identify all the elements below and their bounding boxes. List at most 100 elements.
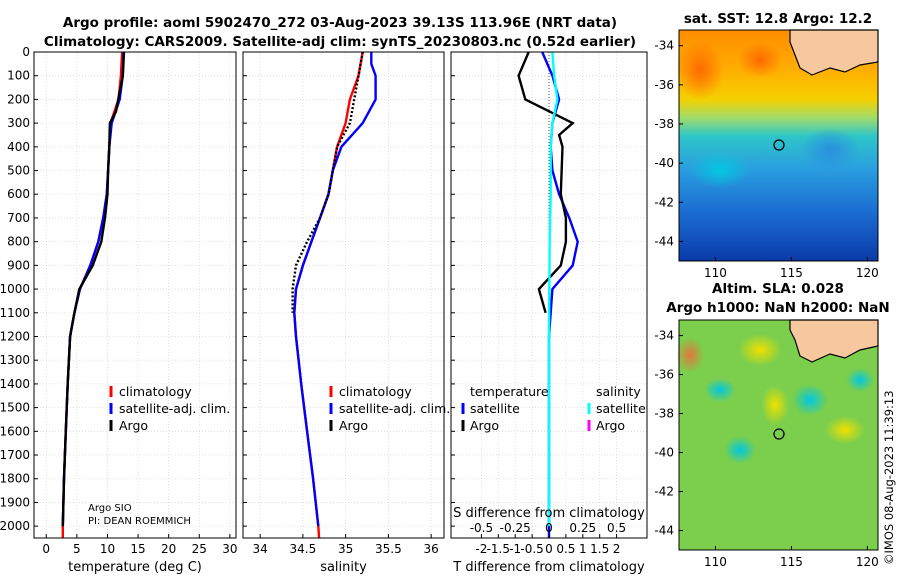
panel-frame [33, 51, 237, 539]
sla-map-title1: Altim. SLA: 0.028 [712, 281, 844, 297]
salinity-diff-axis-label: S difference from climatology [453, 506, 645, 521]
y-tick-label: 1100 [0, 306, 30, 320]
sst-warm-patch [676, 40, 724, 100]
salinity-axis-label: salinity [320, 560, 367, 575]
legend-temperature-header: temperature [470, 384, 549, 399]
x-tick-label: 1.5 [590, 542, 609, 556]
series-line-temperature-argo [517, 51, 575, 314]
x-tick-label: -1 [509, 542, 521, 556]
x2-tick-label: 0.25 [569, 521, 596, 535]
sla-low-patch [724, 436, 756, 464]
sst-map: -34 -36 -38 -40 -42 -44 110 115 120 [654, 29, 879, 280]
temperature-panel: 0100200300400500600700800900100011001200… [0, 45, 238, 575]
map-lat-label: -44 [654, 234, 674, 248]
x-tick-label: 15 [130, 542, 145, 556]
sst-cool-patch [690, 152, 750, 188]
sst-cool-patch [800, 128, 860, 172]
legend-satellite-label: satellite-adj. clim. [339, 401, 450, 416]
x2-tick-label: -0.5 [470, 521, 493, 535]
panel-frame [242, 51, 445, 539]
map-lat-label: -34 [654, 39, 674, 53]
map-lon-label: 110 [704, 555, 727, 569]
x2-tick-label: 0 [545, 521, 553, 535]
sla-argo-marker [773, 428, 785, 440]
sla-high-patch [825, 416, 865, 444]
sla-high-patch [738, 334, 782, 366]
map-lat-label: -42 [654, 485, 674, 499]
x-tick-label: 2 [613, 542, 621, 556]
map-lat-label: -34 [654, 329, 674, 343]
x-tick-label: -1.5 [487, 542, 510, 556]
series-line-argo [61, 51, 126, 527]
y-tick-label: 800 [7, 235, 30, 249]
legend-sal-argo-label: Argo [596, 418, 625, 433]
sst-map-title: sat. SST: 12.8 Argo: 12.2 [684, 11, 872, 27]
temperature-legend: climatology satellite-adj. clim. Argo [109, 384, 230, 433]
map-lon-label: 115 [780, 555, 803, 569]
y-tick-label: 1300 [0, 353, 30, 367]
y-tick-label: 900 [7, 258, 30, 272]
y-tick-label: 700 [7, 211, 30, 225]
difference-legend: temperature salinity satellite Argo sate… [461, 384, 646, 433]
y-tick-label: 300 [7, 116, 30, 130]
map-lon-label: 115 [780, 266, 803, 280]
y-tick-label: 500 [7, 164, 30, 178]
sla-map-frame [678, 319, 879, 551]
sla-low-patch [846, 368, 874, 392]
series-line-argo [291, 51, 364, 313]
y-tick-label: 1900 [0, 495, 30, 509]
y-tick-label: 2000 [0, 519, 30, 533]
legend-temp-satellite-label: satellite [470, 401, 520, 416]
series-line-climatology [293, 51, 364, 539]
x-tick-label: 35.5 [375, 542, 402, 556]
map-lat-label: -42 [654, 195, 674, 209]
map-lat-label: -36 [654, 368, 674, 382]
y-tick-label: 1600 [0, 424, 30, 438]
difference-panel: -2 -1.5 -1 -0.5 0 0.5 1 1.5 2T difference from c… [450, 51, 648, 575]
x-tick-label: 10 [100, 542, 115, 556]
figure-title-line1: Argo profile: aoml 5902470_272 03-Aug-20… [63, 15, 617, 31]
x-tick-label: 5 [73, 542, 81, 556]
y-tick-label: 600 [7, 187, 30, 201]
y-tick-label: 400 [7, 140, 30, 154]
temperature-axis-label: temperature (deg C) [68, 560, 202, 575]
legend-temp-argo-label: Argo [470, 418, 499, 433]
y-tick-label: 1000 [0, 282, 30, 296]
y-tick-label: 1200 [0, 329, 30, 343]
series-line-satellite-adj-clim- [61, 51, 125, 527]
x-tick-label: 36 [424, 542, 439, 556]
x-tick-label: 0.5 [556, 542, 575, 556]
x-tick-label: -2 [475, 542, 487, 556]
x-tick-label: 34.5 [290, 542, 317, 556]
map-lat-label: -44 [654, 524, 674, 538]
y-tick-label: 1400 [0, 377, 30, 391]
series-line-satellite-adj-clim- [293, 52, 377, 527]
salinity-panel: 34 34.5 35 35.5 36 salinity [242, 51, 445, 575]
sst-map-frame [678, 29, 879, 262]
map-lon-label: 120 [856, 266, 879, 280]
map-lat-label: -40 [654, 156, 674, 170]
legend-argo-label: Argo [119, 418, 148, 433]
x-tick-label: 25 [192, 542, 207, 556]
map-lat-label: -40 [654, 446, 674, 460]
x-tick-label: -0.5 [520, 542, 543, 556]
map-lat-label: -38 [654, 117, 674, 131]
map-lon-label: 120 [856, 555, 879, 569]
credit-line2: PI: DEAN ROEMMICH [88, 516, 191, 527]
watermark: ©IMOS 08-Aug-2023 11:39:13 [882, 390, 896, 565]
x-tick-label: 34 [252, 542, 267, 556]
y-tick-label: 200 [7, 92, 30, 106]
sla-map-title2: Argo h1000: NaN h2000: NaN [666, 300, 889, 316]
sst-argo-marker [773, 139, 785, 151]
y-tick-label: 1500 [0, 401, 30, 415]
x-tick-label: 35 [338, 542, 353, 556]
x2-tick-label: -0.25 [500, 521, 531, 535]
legend-climatology-label: climatology [339, 384, 412, 399]
difference-axis-label: T difference from climatology [452, 560, 645, 575]
x2-tick-label: 0.5 [607, 521, 626, 535]
y-tick-label: 0 [22, 45, 30, 59]
y-tick-label: 1800 [0, 472, 30, 486]
x-tick-label: 0 [42, 542, 50, 556]
legend-climatology-label: climatology [119, 384, 192, 399]
